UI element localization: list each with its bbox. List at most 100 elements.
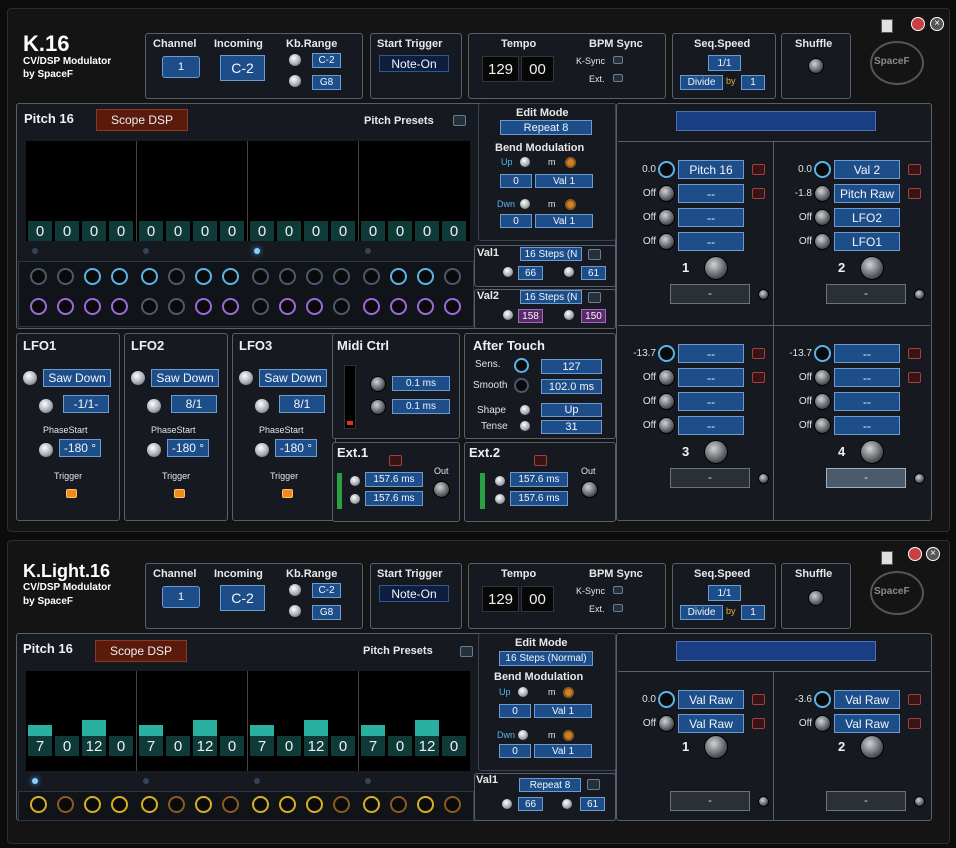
output3-row-source[interactable]: -- <box>678 344 744 363</box>
output4-main-knob[interactable] <box>860 440 884 464</box>
output3-row-toggle[interactable] <box>752 372 765 383</box>
step-mod-knob[interactable] <box>111 796 128 813</box>
val1-b-value[interactable]: 61 <box>580 797 605 811</box>
minimize-icon[interactable] <box>908 547 922 561</box>
scope-dsp-button[interactable]: Scope DSP <box>95 640 187 662</box>
kb-high-knob[interactable] <box>289 605 301 617</box>
midi-a-knob[interactable] <box>370 376 386 392</box>
shuffle-knob[interactable] <box>808 58 824 74</box>
step-value[interactable]: 12 <box>193 736 217 756</box>
bend-dwn-knob[interactable] <box>518 730 528 740</box>
step-mod-knob[interactable] <box>57 298 74 315</box>
minimize-icon[interactable] <box>911 17 925 31</box>
step-mod-knob[interactable] <box>363 268 380 285</box>
step-mod-knob[interactable] <box>252 796 269 813</box>
val1-b-value[interactable]: 61 <box>581 266 606 280</box>
step-value[interactable]: 7 <box>139 736 163 756</box>
step-value[interactable]: 7 <box>28 736 52 756</box>
kb-low-field[interactable]: C-2 <box>312 53 341 68</box>
val1-a-value[interactable]: 66 <box>518 797 543 811</box>
lfo2-phase-knob[interactable] <box>147 443 161 457</box>
lfo3-phase-field[interactable]: -180 ° <box>275 439 317 457</box>
output4-row-knob[interactable] <box>814 369 831 386</box>
step-mod-knob[interactable] <box>417 796 434 813</box>
step-mod-knob[interactable] <box>141 268 158 285</box>
sens-knob[interactable] <box>514 358 529 373</box>
lfo1-phase-field[interactable]: -180 ° <box>59 439 101 457</box>
lfo2-wave-select[interactable]: Saw Down <box>151 369 219 387</box>
step-mod-knob[interactable] <box>444 268 461 285</box>
bend-up-m-knob[interactable] <box>563 687 574 698</box>
tense-value[interactable]: 31 <box>541 420 602 434</box>
ext2-a-knob[interactable] <box>495 476 505 486</box>
midi-a-value[interactable]: 0.1 ms <box>392 376 450 391</box>
incoming-field[interactable]: C-2 <box>220 585 265 611</box>
edit-mode-select[interactable]: 16 Steps (Normal) <box>499 651 593 666</box>
tempo-frac-field[interactable]: 00 <box>521 586 554 612</box>
step-mod-knob[interactable] <box>222 268 239 285</box>
lfo3-wave-select[interactable]: Saw Down <box>259 369 327 387</box>
lfo2-rate-field[interactable]: 8/1 <box>171 395 217 413</box>
output1-row-knob[interactable] <box>658 185 675 202</box>
ksync-toggle[interactable] <box>613 586 623 594</box>
step-mod-knob[interactable] <box>111 268 128 285</box>
edit-mode-select[interactable]: Repeat 8 <box>500 120 592 135</box>
step-value[interactable]: 0 <box>166 221 190 241</box>
step-value[interactable]: 0 <box>361 221 385 241</box>
step-value[interactable]: 0 <box>250 221 274 241</box>
bend-up-value[interactable]: 0 <box>499 704 531 718</box>
output1-main-knob[interactable] <box>704 735 728 759</box>
step-value[interactable]: 0 <box>109 736 133 756</box>
lfo1-trigger-button[interactable] <box>66 489 77 498</box>
lfo3-wave-knob[interactable] <box>239 371 253 385</box>
step-mod-knob[interactable] <box>363 796 380 813</box>
output2-row-source[interactable]: Pitch Raw <box>834 184 900 203</box>
output4-row-toggle[interactable] <box>908 348 921 359</box>
step-mod-knob[interactable] <box>279 298 296 315</box>
val2-b-knob[interactable] <box>564 310 574 320</box>
notes-icon[interactable] <box>881 551 893 565</box>
kb-high-field[interactable]: G8 <box>312 605 341 620</box>
output1-reset-icon[interactable] <box>758 289 769 300</box>
step-value[interactable]: 0 <box>442 221 466 241</box>
output1-row-source[interactable]: -- <box>678 184 744 203</box>
step-value[interactable]: 0 <box>55 736 79 756</box>
step-value[interactable]: 0 <box>82 221 106 241</box>
bend-up-knob[interactable] <box>518 687 528 697</box>
step-mod-knob[interactable] <box>333 796 350 813</box>
step-value[interactable]: 7 <box>250 736 274 756</box>
divide-by-field[interactable]: 1 <box>741 75 765 90</box>
val1-mode[interactable]: 16 Steps (N <box>520 247 582 261</box>
midi-b-value[interactable]: 0.1 ms <box>392 399 450 414</box>
step-value[interactable]: 0 <box>220 221 244 241</box>
bend-dwn-knob[interactable] <box>520 199 530 209</box>
val2-button[interactable] <box>588 292 601 303</box>
output3-reset-icon[interactable] <box>758 473 769 484</box>
ext1-a-knob[interactable] <box>350 476 360 486</box>
ext1-toggle[interactable] <box>389 455 402 466</box>
output4-row-source[interactable]: -- <box>834 368 900 387</box>
shape-value[interactable]: Up <box>541 403 602 417</box>
step-mod-knob[interactable] <box>390 796 407 813</box>
output2-row-toggle[interactable] <box>908 694 921 705</box>
output3-display[interactable]: - <box>670 468 750 488</box>
kb-low-knob[interactable] <box>289 584 301 596</box>
lfo1-phase-knob[interactable] <box>39 443 53 457</box>
lfo1-wave-select[interactable]: Saw Down <box>43 369 111 387</box>
step-value[interactable]: 0 <box>220 736 244 756</box>
step-mod-knob[interactable] <box>279 796 296 813</box>
output2-row-knob[interactable] <box>814 691 831 708</box>
seq-speed-field[interactable]: 1/1 <box>708 55 741 71</box>
step-mod-knob[interactable] <box>306 796 323 813</box>
output2-row-knob[interactable] <box>814 161 831 178</box>
bend-dwn-m-knob[interactable] <box>565 199 576 210</box>
tempo-frac-field[interactable]: 00 <box>521 56 554 82</box>
bend-dwn-source[interactable]: Val 1 <box>534 744 592 758</box>
output2-row-knob[interactable] <box>814 715 831 732</box>
output4-display[interactable]: - <box>826 468 906 488</box>
step-mod-knob[interactable] <box>30 796 47 813</box>
step-mod-knob[interactable] <box>57 268 74 285</box>
start-trigger-select[interactable]: Note-On <box>379 585 449 602</box>
output1-row-source[interactable]: Pitch 16 <box>678 160 744 179</box>
step-value[interactable]: 0 <box>388 221 412 241</box>
